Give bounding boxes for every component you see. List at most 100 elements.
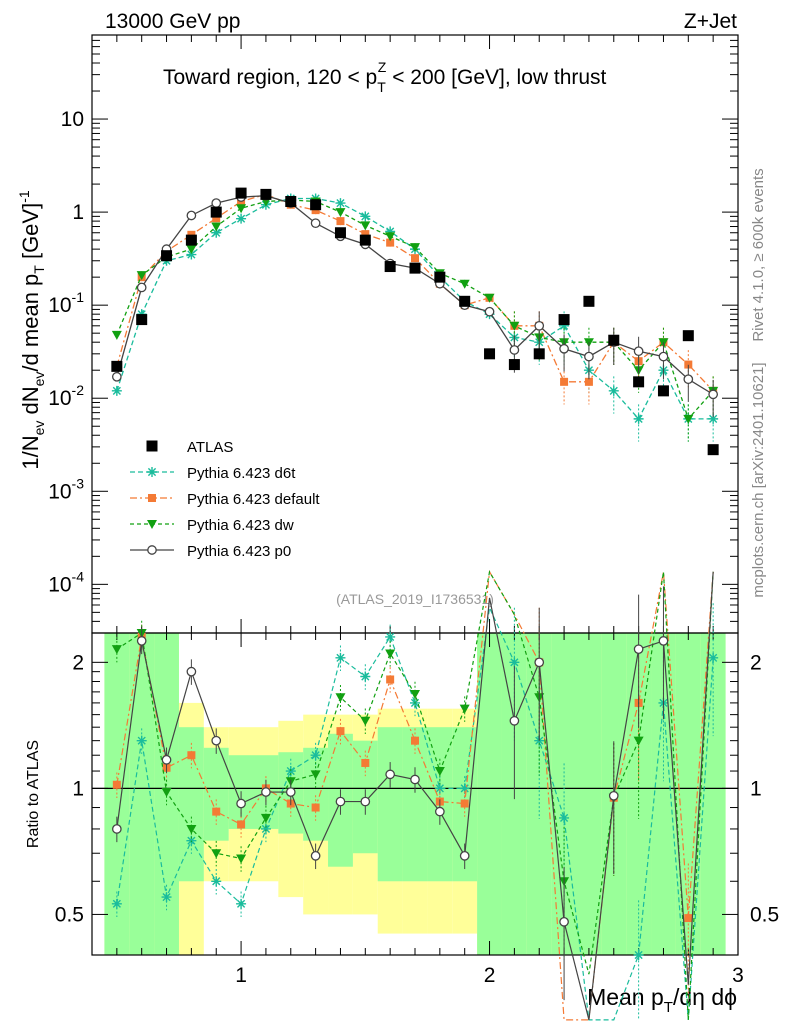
- ratio-series-point: [684, 914, 693, 923]
- ratio-series-point: [360, 716, 371, 726]
- y-tick-label: 10-2: [48, 382, 84, 410]
- main-series-point: [136, 271, 147, 281]
- ratio-series-point: [434, 767, 445, 777]
- y-tick-base: 1: [72, 201, 84, 224]
- ratio-series-point: [509, 657, 520, 668]
- ratio-series-point: [111, 824, 122, 834]
- ratio-series-group: [111, 569, 719, 1021]
- main-series-point: [633, 346, 644, 357]
- atlas-data-point: [682, 330, 694, 342]
- legend-series-marker: [147, 545, 157, 555]
- ylabel-a: 1/N: [18, 435, 43, 469]
- xlabel-post: /dη dϕ: [673, 984, 737, 1010]
- legend-series-label: Pythia 6.423 default: [187, 491, 320, 508]
- xlabel-sub: T: [664, 999, 673, 1016]
- main-series-point: [509, 345, 520, 355]
- y-tick-label: 10: [61, 108, 84, 131]
- ratio-series-point: [212, 807, 221, 816]
- y-tick-exp: -4: [72, 568, 85, 584]
- legend-atlas-marker: [146, 440, 158, 452]
- plot-title-pre: Toward region, 120 < p: [163, 66, 377, 89]
- ratio-series-point: [236, 898, 247, 909]
- ratio-series-point: [385, 769, 396, 780]
- main-series-point: [211, 198, 222, 208]
- x-axis-label: Mean pT/dη dϕ: [587, 984, 737, 1016]
- ratio-series-point: [237, 820, 246, 829]
- ratio-series-point: [285, 787, 296, 797]
- ratio-series-point: [658, 636, 669, 646]
- ratio-series-point: [310, 750, 321, 761]
- analysis-id-label: (ATLAS_2019_I1736531): [336, 591, 494, 607]
- ratio-band-inner: [303, 747, 329, 841]
- main-y-axis-label: 1/Nev dNev/d mean pT [GeV]-1: [16, 190, 47, 470]
- ratio-series-point: [385, 649, 396, 659]
- ratio-band-inner: [576, 633, 602, 955]
- y-tick-label: 10-3: [48, 475, 84, 503]
- ratio-series-point: [459, 783, 470, 794]
- ratio-series-point: [211, 735, 222, 746]
- y-tick-base: 10: [48, 480, 71, 503]
- ratio-series-point: [633, 736, 644, 746]
- main-series-point: [336, 217, 345, 226]
- plot-title: Toward region, 120 < pTZ < 200 [GeV], lo…: [163, 59, 607, 95]
- ylabel-a-sub: ev: [31, 421, 47, 436]
- ratio-series-point: [459, 851, 470, 861]
- main-series-point: [360, 211, 371, 222]
- ratio-series-point: [459, 704, 470, 714]
- ratio-series-point: [434, 783, 445, 794]
- ratio-series-point: [186, 666, 197, 677]
- atlas-data-point: [334, 227, 346, 239]
- main-series-point: [236, 213, 247, 224]
- ratio-band-inner: [203, 747, 229, 841]
- atlas-data-point: [185, 234, 197, 246]
- main-series-point: [385, 232, 396, 242]
- ratio-series-point: [211, 849, 222, 859]
- main-series-point: [212, 214, 221, 223]
- ratio-series-point: [411, 736, 419, 745]
- main-series-point: [509, 321, 520, 331]
- ratio-series-point: [285, 766, 296, 777]
- main-series-point: [335, 198, 346, 209]
- y-tick-base: 10: [61, 108, 84, 131]
- ratio-series-point: [261, 787, 271, 797]
- main-series-point: [559, 320, 570, 331]
- rivet-version-label: Rivet 4.1.0, ≥ 600k events: [750, 168, 767, 341]
- atlas-data-point: [359, 234, 371, 246]
- ratio-tick-label-left: 1: [72, 777, 84, 800]
- ratio-series-point: [112, 780, 121, 789]
- ratio-band-inner: [377, 727, 403, 882]
- y-tick-label: 10-4: [48, 568, 84, 596]
- ratio-series-point: [360, 796, 371, 807]
- main-series-point: [534, 320, 545, 331]
- main-series-point: [658, 351, 669, 362]
- ratio-series-point: [335, 693, 346, 703]
- plot-title-post: < 200 [GeV], low thrust: [386, 66, 606, 89]
- main-series-point: [608, 385, 619, 396]
- main-series-point: [560, 377, 569, 386]
- ratio-series-point: [559, 916, 569, 927]
- ratio-series-point: [260, 813, 271, 823]
- main-series-point: [484, 306, 495, 317]
- legend-series-marker: [147, 520, 157, 529]
- legend-atlas-label: ATLAS: [187, 439, 233, 456]
- ylabel-c-sub: T: [31, 265, 47, 274]
- ylabel-b: dN: [18, 386, 43, 420]
- ratio-series-point: [534, 657, 545, 668]
- ratio-series-point: [260, 823, 271, 834]
- main-series-point: [459, 279, 470, 289]
- main-series-line: [116, 199, 714, 421]
- main-series-line: [116, 197, 714, 421]
- ratio-series-point: [633, 950, 644, 960]
- mcplots-label: mcplots.cern.ch [arXiv:2401.10621]: [750, 362, 767, 597]
- ratio-y-axis-label: Ratio to ATLAS: [25, 740, 42, 848]
- ratio-series-point: [310, 770, 321, 780]
- atlas-data-point: [533, 348, 545, 360]
- main-series-point: [683, 414, 694, 424]
- main-series-point: [708, 413, 719, 424]
- ratio-series-point: [111, 645, 122, 655]
- main-series-point: [559, 343, 569, 354]
- atlas-data-point: [310, 199, 322, 211]
- atlas-data-point: [459, 295, 471, 307]
